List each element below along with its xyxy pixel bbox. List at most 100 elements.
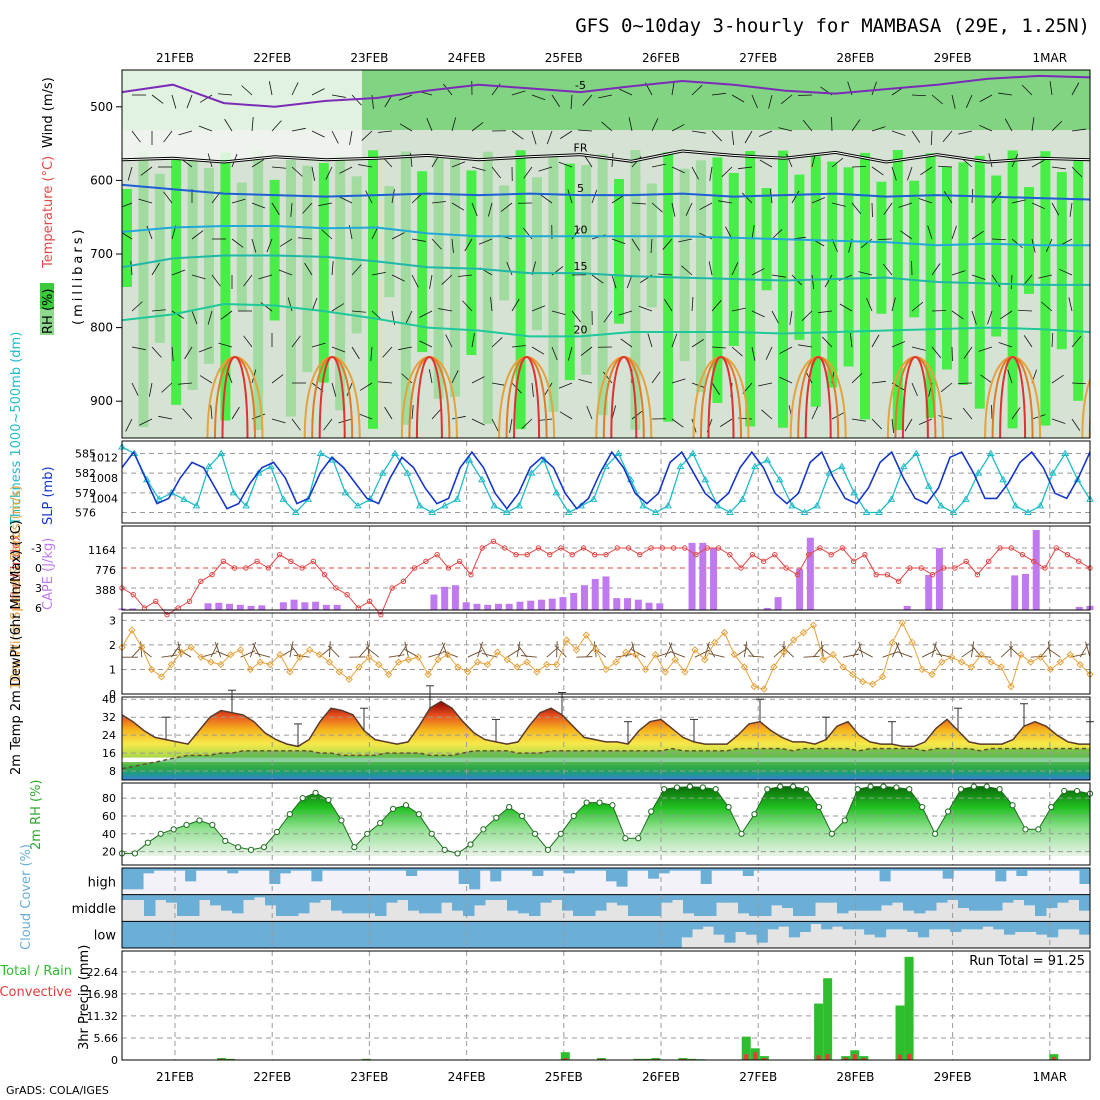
wind-barb (711, 300, 722, 312)
thickness-point (415, 501, 424, 509)
cloud-low-bar (917, 921, 930, 938)
cloud-middle-bar (892, 894, 904, 903)
wind-barb (758, 382, 773, 387)
wind-barb (987, 310, 993, 325)
wind-barb (318, 202, 333, 207)
wind10-barb (327, 645, 340, 658)
lifted-index-point (513, 551, 519, 558)
wind-barb (580, 346, 593, 356)
wind-barb (1021, 84, 1033, 96)
warm-contour (318, 356, 346, 438)
upper-air-legend: RH (%) Temperature (°C) Wind (m/s) (mill… (40, 77, 86, 335)
wind-barb (751, 310, 765, 318)
wind-barb (151, 262, 160, 276)
rh-plume (663, 152, 674, 422)
wind10-point (819, 655, 828, 664)
lifted-index-point (400, 578, 407, 585)
precip-conv-bar (861, 1058, 866, 1060)
lifted-index-point (693, 551, 699, 558)
thickness-point (403, 469, 412, 476)
thickness-point (552, 488, 561, 496)
cloud-high-bar (669, 868, 681, 871)
wind10-point (1036, 653, 1045, 661)
cloud-middle-bar (320, 894, 332, 900)
wind10-point (434, 655, 442, 664)
wind10-point (1076, 660, 1084, 669)
rh2m-point (996, 786, 1003, 793)
cloud-middle-bar (771, 894, 783, 906)
cloud-high-bar (837, 868, 849, 871)
cloud-high-bar (679, 868, 691, 871)
wind10-point (839, 663, 847, 671)
wind-barb (664, 299, 673, 312)
rh-plume (1024, 187, 1034, 294)
wind10-point (957, 658, 966, 666)
cloud-high-bar (721, 868, 733, 871)
rh-plume (302, 165, 313, 373)
wind10-barb (669, 651, 686, 658)
wind-barb (650, 238, 653, 253)
wind-barb (1051, 120, 1063, 132)
wind10-barb (664, 642, 673, 658)
lifted-index-point (479, 545, 485, 551)
wind10-point (305, 646, 314, 654)
wind-barb (1059, 268, 1073, 276)
cloud-middle-bar (144, 894, 156, 916)
rh2m-point (1061, 787, 1068, 795)
panel-frame (121, 782, 1091, 866)
wind-barb (731, 346, 743, 357)
precip-conv-bar (563, 1058, 568, 1060)
wind-barb (411, 405, 414, 420)
precip-total-bar (814, 1003, 824, 1060)
cloud-high-bar (279, 868, 291, 874)
rh2m-point (389, 805, 397, 812)
wind10-barb (668, 642, 676, 658)
cloud-high-bar (290, 868, 302, 871)
wind10-point (256, 658, 264, 666)
cloud-high-bar (826, 868, 838, 871)
cloud-high-bar (637, 868, 649, 871)
cloud-high-bar (237, 868, 249, 871)
temp-tick-label: 32 (102, 711, 116, 724)
cloud-middle-bar (991, 894, 1003, 911)
cloud-low-bar (552, 921, 564, 948)
wind-barb (131, 346, 146, 351)
wind-barb (638, 305, 653, 312)
cloud-low-bar (874, 921, 887, 938)
wind-barb (158, 415, 173, 420)
wind10-point (780, 648, 788, 656)
temperature-2m-panel: 40 32 24 16 8 (102, 685, 1094, 781)
wind-barb (567, 189, 573, 204)
thickness-point (738, 495, 747, 502)
rh2m-point (415, 811, 422, 818)
warm-contour (610, 356, 638, 438)
wind-barb (271, 166, 286, 169)
cloud-low-bar (444, 921, 456, 948)
cloud-low-bar (132, 921, 145, 948)
wind-barb (931, 94, 943, 105)
thickness-point (701, 475, 710, 483)
isotherm-label: -5 (575, 79, 586, 92)
precip-conv-bar (907, 1054, 912, 1060)
rh-plume (417, 171, 428, 353)
wind10-point (829, 651, 837, 659)
cloud-middle-bar (221, 894, 233, 911)
lifted-index-point (839, 545, 846, 551)
rh2m-point (970, 783, 977, 790)
cloud-high-bar (774, 868, 786, 871)
thickness-point (391, 449, 399, 457)
wind-barb (191, 274, 206, 280)
rh2m-point (983, 783, 990, 790)
cloud-high-bar (648, 868, 660, 879)
wind-barb (506, 261, 513, 276)
wind10-point (217, 660, 225, 669)
wind-barb (419, 340, 433, 348)
cloud-middle-bar (386, 894, 398, 903)
thickness-point (614, 449, 623, 457)
cape-bar (763, 607, 771, 610)
cloud-high-bar (195, 868, 207, 871)
wind10-barb (971, 641, 975, 658)
cloud-low-bar (692, 921, 704, 930)
rh-plume (909, 180, 920, 318)
warm-contour (804, 356, 832, 438)
